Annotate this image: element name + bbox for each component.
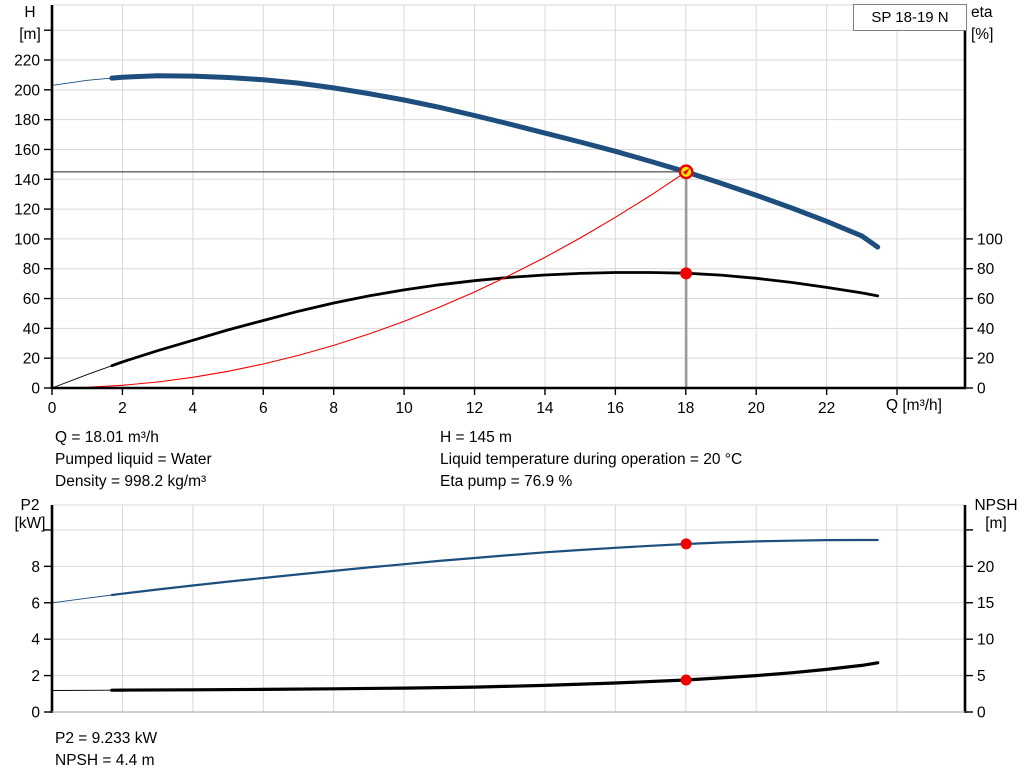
svg-text:15: 15 <box>977 595 994 612</box>
head-curve-lead-in <box>51 77 112 86</box>
svg-text:80: 80 <box>977 261 995 278</box>
svg-text:10: 10 <box>977 632 995 649</box>
svg-text:8: 8 <box>329 400 338 417</box>
annotation-eta: Eta pump = 76.9 % <box>440 473 573 490</box>
gridlines <box>52 4 965 388</box>
p2-curve-lead-in <box>51 594 112 604</box>
svg-text:40: 40 <box>977 321 995 338</box>
svg-text:160: 160 <box>14 142 40 159</box>
svg-text:5: 5 <box>977 668 986 685</box>
svg-text:40: 40 <box>23 321 41 338</box>
head-curve <box>109 73 881 250</box>
annotation-npsh: NPSH = 4.4 m <box>55 752 155 769</box>
eta-curve-lead-in <box>51 365 113 389</box>
svg-text:16: 16 <box>607 400 624 417</box>
annotation-p2: P2 = 9.233 kW <box>55 730 158 747</box>
svg-text:6: 6 <box>259 400 268 417</box>
svg-text:220: 220 <box>14 53 40 70</box>
svg-text:0: 0 <box>977 381 986 398</box>
svg-text:8: 8 <box>31 559 40 576</box>
eta-duty-dot <box>680 267 693 280</box>
system-curve <box>51 171 687 389</box>
svg-text:4: 4 <box>189 400 198 417</box>
svg-text:0: 0 <box>48 400 57 417</box>
annotation-liquid: Pumped liquid = Water <box>55 451 212 468</box>
svg-text:22: 22 <box>818 400 835 417</box>
axes <box>50 505 967 713</box>
duty-data-left-column: Q = 18.01 m³/h Pumped liquid = Water Den… <box>55 427 212 493</box>
bottom-left-axis-unit: [kW] <box>14 515 46 532</box>
svg-text:20: 20 <box>748 400 766 417</box>
pump-model-box: SP 18-19 N <box>853 4 967 31</box>
top-left-axis-name: H <box>24 4 36 21</box>
bottom-right-axis-unit: [m] <box>985 515 1007 532</box>
svg-text:80: 80 <box>23 261 41 278</box>
tick-labels: 0204060801001201401601802002200204060801… <box>14 29 1003 417</box>
svg-text:140: 140 <box>14 172 40 189</box>
svg-text:20: 20 <box>23 351 41 368</box>
npsh-duty-dot <box>680 674 692 686</box>
top-chart: 0204060801001201401601802002200204060801… <box>14 4 1003 417</box>
annotation-head: H = 145 m <box>440 429 512 446</box>
svg-text:20: 20 <box>977 351 995 368</box>
bottom-left-axis-name: P2 <box>20 497 40 514</box>
svg-text:18: 18 <box>677 400 694 417</box>
p2-curve <box>110 538 879 597</box>
svg-text:120: 120 <box>14 202 40 219</box>
svg-text:20: 20 <box>977 559 995 576</box>
svg-text:0: 0 <box>977 705 986 722</box>
svg-text:2: 2 <box>118 400 127 417</box>
svg-text:10: 10 <box>395 400 413 417</box>
svg-text:0: 0 <box>31 381 40 398</box>
duty-data-right-column: H = 145 m Liquid temperature during oper… <box>440 427 742 493</box>
npsh-curve <box>110 661 880 692</box>
annotation-density: Density = 998.2 kg/m³ <box>55 473 207 490</box>
svg-text:2: 2 <box>31 668 40 685</box>
annotation-flow: Q = 18.01 m³/h <box>55 429 159 446</box>
power-npsh-annotations: P2 = 9.233 kW NPSH = 4.4 m <box>55 728 157 772</box>
svg-text:180: 180 <box>14 112 40 129</box>
x-axis-label: Q [m³/h] <box>886 397 942 414</box>
tick-labels: 0 2 4 6 8 0 5 10 15 20 <box>31 529 995 722</box>
svg-text:200: 200 <box>14 82 40 99</box>
svg-text:100: 100 <box>977 231 1003 248</box>
axes <box>50 5 967 390</box>
gridlines <box>52 504 965 712</box>
svg-text:6: 6 <box>31 595 40 612</box>
top-right-axis-name: eta <box>971 4 993 21</box>
svg-text:60: 60 <box>23 291 41 308</box>
svg-text:100: 100 <box>14 231 40 248</box>
top-right-axis-unit: [%] <box>971 26 994 43</box>
p2-duty-dot <box>680 538 692 550</box>
bottom-chart: 0 2 4 6 8 0 5 10 15 20 <box>31 504 995 722</box>
svg-text:60: 60 <box>977 291 995 308</box>
system-curve-arrowhead <box>683 167 691 175</box>
svg-text:4: 4 <box>31 632 40 649</box>
svg-text:0: 0 <box>31 705 40 722</box>
svg-text:12: 12 <box>466 400 483 417</box>
annotation-temperature: Liquid temperature during operation = 20… <box>440 451 743 468</box>
top-left-axis-unit: [m] <box>19 26 41 43</box>
svg-text:14: 14 <box>536 400 554 417</box>
eta-curve <box>110 271 880 368</box>
bottom-right-axis-name: NPSH <box>974 497 1018 514</box>
